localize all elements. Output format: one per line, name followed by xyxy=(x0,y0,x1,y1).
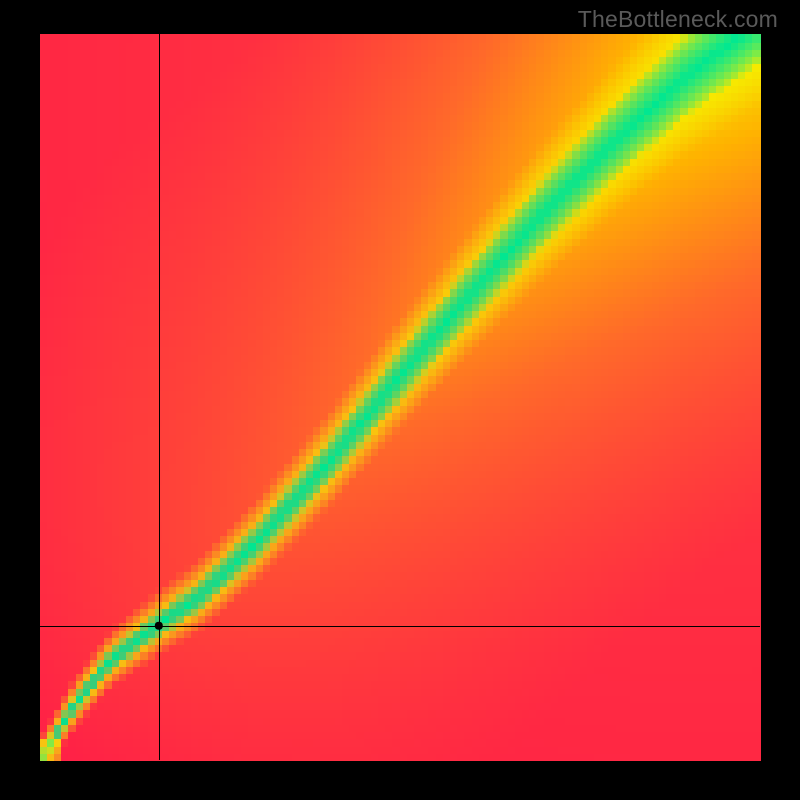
bottleneck-heatmap xyxy=(0,0,800,800)
source-watermark: TheBottleneck.com xyxy=(578,6,778,33)
chart-container: { "source_watermark": { "text": "TheBott… xyxy=(0,0,800,800)
